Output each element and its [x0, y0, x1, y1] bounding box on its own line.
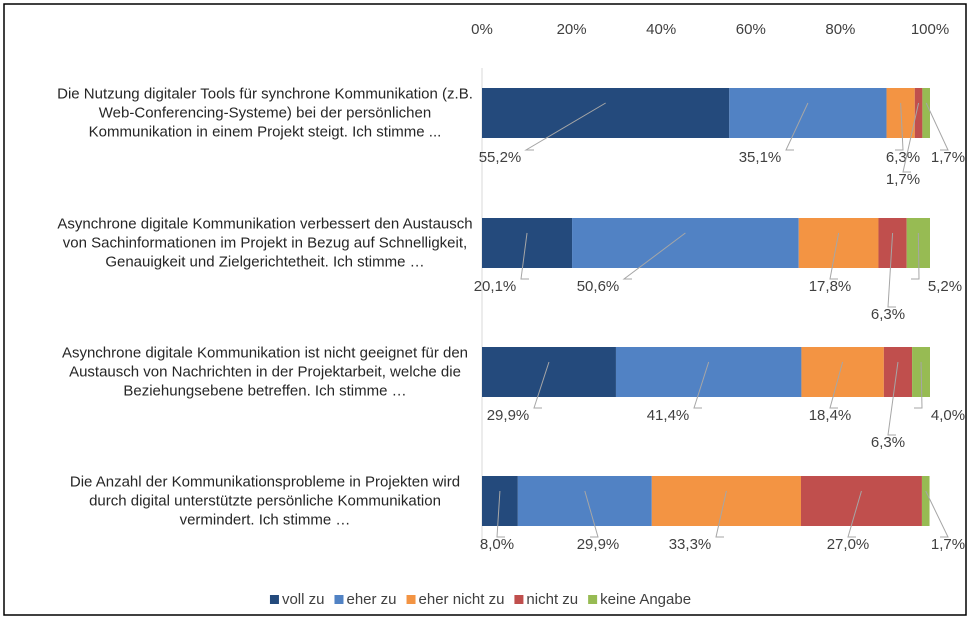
- leader-line: [715, 490, 727, 538]
- x-tick-label: 80%: [825, 21, 855, 38]
- legend-swatch: [588, 595, 598, 604]
- leader-line: [887, 361, 899, 436]
- bar-segment: [651, 476, 801, 526]
- legend-label: nicht zu: [526, 591, 578, 608]
- leader-line: [533, 361, 550, 409]
- bar-segment: [482, 88, 730, 138]
- data-label: 1,7%: [886, 171, 920, 188]
- bar-segment: [798, 218, 879, 268]
- border: [3, 3, 967, 616]
- leader-line: [847, 490, 862, 538]
- data-label: 1,7%: [931, 536, 965, 553]
- leader-line: [520, 232, 529, 280]
- bar-segment: [517, 476, 652, 526]
- data-label: 29,9%: [487, 407, 530, 424]
- data-label: 20,1%: [474, 278, 517, 295]
- data-label: 5,2%: [928, 278, 962, 295]
- legend-label: eher zu: [346, 591, 396, 608]
- x-tick-label: 0%: [471, 21, 493, 38]
- x-tick-label: 40%: [646, 21, 676, 38]
- data-label: 50,6%: [577, 278, 620, 295]
- data-label: 33,3%: [669, 536, 712, 553]
- bar-segment: [801, 347, 884, 397]
- leader-line: [524, 102, 606, 151]
- legend-label: keine Angabe: [600, 591, 691, 608]
- data-label: 35,1%: [739, 149, 782, 166]
- category-label: Die Nutzung digitaler Tools für synchron…: [57, 85, 473, 141]
- data-label: 6,3%: [871, 306, 905, 323]
- bar-segment: [729, 88, 887, 138]
- bar-segment: [883, 347, 913, 397]
- bar-segment: [800, 476, 922, 526]
- data-label: 27,0%: [827, 536, 870, 553]
- bar-segment: [921, 476, 930, 526]
- bar-segment: [482, 476, 518, 526]
- x-tick-label: 20%: [557, 21, 587, 38]
- legend-swatch: [269, 595, 279, 604]
- bar-segment: [482, 347, 616, 397]
- data-label: 6,3%: [871, 434, 905, 451]
- data-label: 29,9%: [577, 536, 620, 553]
- category-label: Asynchrone digitale Kommunikation ist ni…: [61, 344, 469, 400]
- legend-swatch: [334, 595, 344, 604]
- data-label: 4,0%: [931, 407, 965, 424]
- data-label: 6,3%: [886, 149, 920, 166]
- leader-line: [584, 490, 599, 538]
- bar-segment: [572, 218, 799, 268]
- leader-line: [785, 102, 809, 151]
- leader-line: [496, 490, 505, 538]
- leader-line: [914, 361, 923, 409]
- leader-line: [829, 361, 844, 409]
- data-label: 17,8%: [809, 278, 852, 295]
- legend-label: eher nicht zu: [419, 591, 505, 608]
- leader-line: [925, 490, 949, 538]
- data-label: 1,7%: [931, 149, 965, 166]
- leader-line: [895, 102, 904, 151]
- leader-line: [693, 361, 710, 409]
- leader-line: [829, 232, 840, 280]
- bar-segment: [482, 218, 573, 268]
- x-tick-label: 100%: [911, 21, 949, 38]
- legend-swatch: [406, 595, 416, 604]
- bar-segment: [914, 88, 923, 138]
- data-label: 8,0%: [480, 536, 514, 553]
- leader-line: [622, 232, 686, 280]
- bar-segment: [878, 218, 907, 268]
- data-label: 55,2%: [479, 149, 522, 166]
- legend-label: voll zu: [282, 591, 325, 608]
- bar-segment: [615, 347, 802, 397]
- category-label: Die Anzahl der Kommunikationsprobleme in…: [69, 473, 461, 529]
- leader-line: [911, 232, 920, 280]
- x-tick-label: 60%: [736, 21, 766, 38]
- category-label: Asynchrone digitale Kommunikation verbes…: [57, 215, 473, 271]
- legend-swatch: [514, 595, 524, 604]
- leader-line: [887, 232, 896, 308]
- leader-line: [925, 102, 949, 151]
- data-label: 18,4%: [809, 407, 852, 424]
- bar-segment: [922, 88, 930, 138]
- data-label: 41,4%: [647, 407, 690, 424]
- leader-line: [902, 102, 920, 173]
